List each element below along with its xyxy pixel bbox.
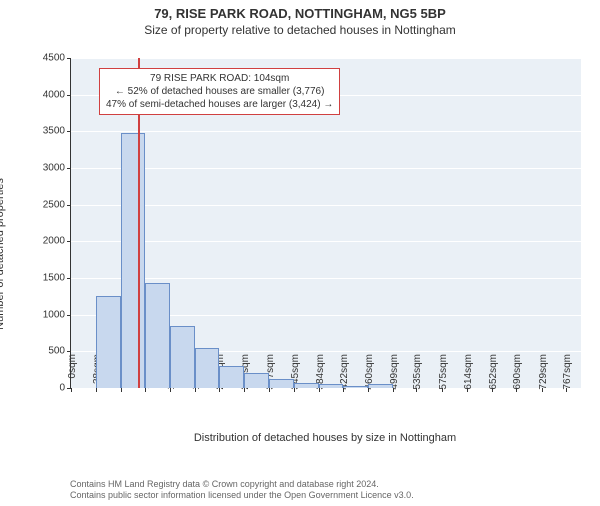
- y-tick-mark: [67, 278, 71, 279]
- x-tick-label: 384sqm: [315, 354, 326, 394]
- histogram-bar: [269, 379, 294, 388]
- y-tick-mark: [67, 131, 71, 132]
- histogram-bar: [121, 133, 146, 388]
- x-tick-label: 652sqm: [488, 354, 499, 394]
- y-tick-label: 500: [25, 346, 65, 357]
- histogram-bar: [319, 384, 344, 388]
- x-tick-label: 422sqm: [339, 354, 350, 394]
- histogram-bar: [195, 348, 220, 388]
- y-tick-label: 4500: [25, 53, 65, 64]
- x-tick-label: 345sqm: [290, 354, 301, 394]
- x-tick-label: 0sqm: [67, 354, 78, 394]
- gridline-h: [71, 278, 581, 279]
- annotation-line: ← 52% of detached houses are smaller (3,…: [106, 85, 333, 98]
- chart-title-line1: 79, RISE PARK ROAD, NOTTINGHAM, NG5 5BP: [0, 6, 600, 21]
- footer-line: Contains public sector information licen…: [70, 490, 414, 502]
- histogram-bar: [145, 283, 170, 388]
- histogram-bar: [219, 366, 244, 388]
- x-tick-label: 690sqm: [512, 354, 523, 394]
- plot-area: 0500100015002000250030003500400045000sqm…: [70, 58, 581, 389]
- y-tick-mark: [67, 351, 71, 352]
- y-tick-mark: [67, 168, 71, 169]
- gridline-h: [71, 168, 581, 169]
- histogram-bar: [170, 326, 195, 388]
- y-tick-mark: [67, 205, 71, 206]
- x-tick-label: 460sqm: [364, 354, 375, 394]
- x-tick-label: 499sqm: [389, 354, 400, 394]
- y-tick-label: 2000: [25, 236, 65, 247]
- histogram-bar: [343, 386, 368, 388]
- histogram-bar: [294, 383, 319, 388]
- y-tick-label: 3500: [25, 126, 65, 137]
- x-tick-label: 729sqm: [538, 354, 549, 394]
- y-tick-label: 3000: [25, 163, 65, 174]
- chart-title-line2: Size of property relative to detached ho…: [0, 23, 600, 37]
- y-axis-label: Number of detached properties: [0, 154, 6, 354]
- annotation-line: 79 RISE PARK ROAD: 104sqm: [106, 72, 333, 85]
- x-axis-label: Distribution of detached houses by size …: [70, 432, 580, 444]
- y-tick-label: 0: [25, 383, 65, 394]
- x-tick-label: 535sqm: [412, 354, 423, 394]
- gridline-h: [71, 58, 581, 59]
- histogram-bar: [96, 296, 121, 388]
- y-tick-mark: [67, 95, 71, 96]
- y-tick-label: 1500: [25, 273, 65, 284]
- y-tick-label: 2500: [25, 199, 65, 210]
- footer-line: Contains HM Land Registry data © Crown c…: [70, 479, 414, 491]
- x-tick-label: 614sqm: [463, 354, 474, 394]
- y-tick-label: 4000: [25, 89, 65, 100]
- gridline-h: [71, 131, 581, 132]
- histogram-bar: [368, 384, 393, 388]
- y-tick-mark: [67, 58, 71, 59]
- footer-credits: Contains HM Land Registry data © Crown c…: [70, 479, 414, 502]
- x-tick-label: 767sqm: [562, 354, 573, 394]
- x-tick-label: 575sqm: [438, 354, 449, 394]
- annotation-box: 79 RISE PARK ROAD: 104sqm ← 52% of detac…: [99, 68, 340, 115]
- gridline-h: [71, 205, 581, 206]
- y-tick-mark: [67, 241, 71, 242]
- y-tick-mark: [67, 315, 71, 316]
- annotation-line: 47% of semi-detached houses are larger (…: [106, 98, 333, 111]
- chart-area: Number of detached properties 0500100015…: [0, 48, 600, 448]
- histogram-bar: [244, 373, 269, 388]
- y-tick-label: 1000: [25, 309, 65, 320]
- gridline-h: [71, 241, 581, 242]
